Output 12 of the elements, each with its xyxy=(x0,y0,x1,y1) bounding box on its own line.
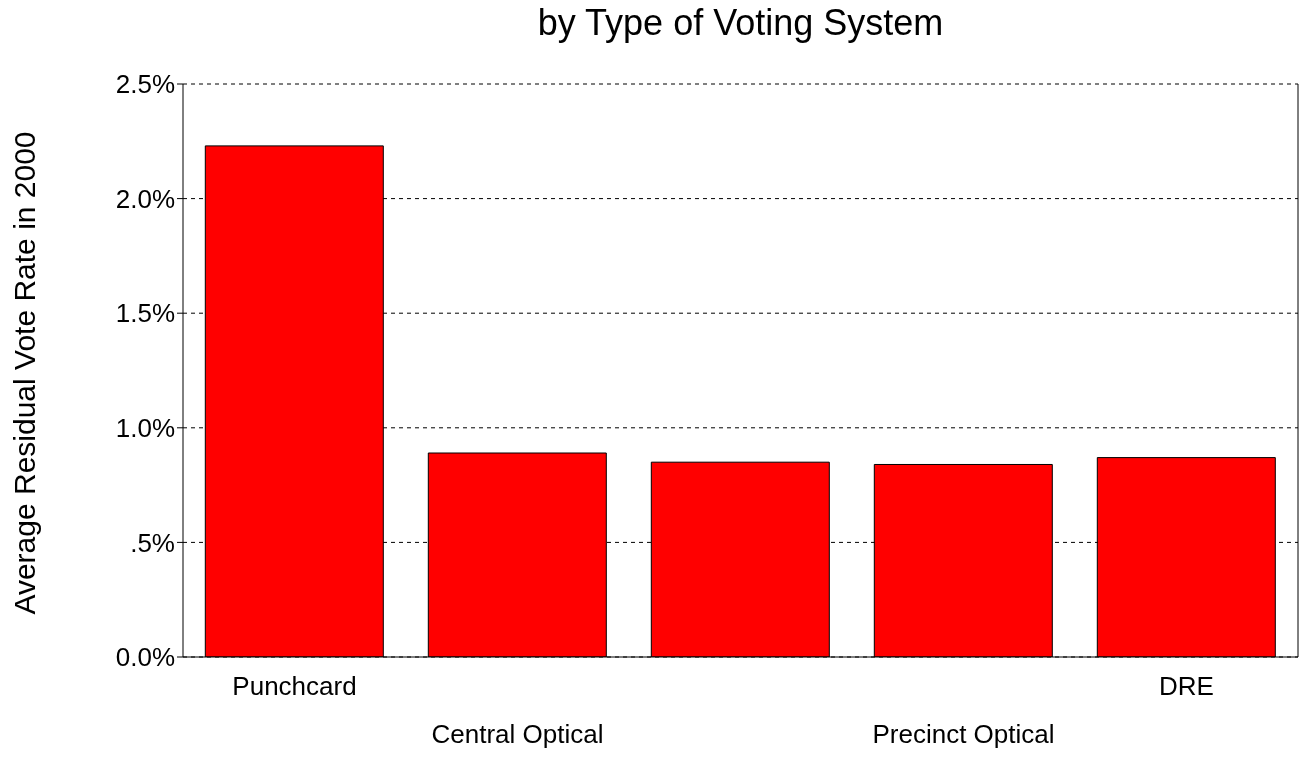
x-tick-label: Central Optical xyxy=(431,719,604,749)
y-tick-label: .5% xyxy=(130,527,175,558)
x-tick-label: DRE xyxy=(1159,671,1214,701)
y-tick-label: 1.0% xyxy=(115,413,175,444)
x-tick-label: Punchcard xyxy=(232,671,357,701)
y-tick-label: 2.0% xyxy=(115,183,175,214)
y-tick-label: 1.5% xyxy=(115,298,175,329)
x-tick-label: Precinct Optical xyxy=(872,719,1055,749)
y-tick-label: 2.5% xyxy=(115,69,175,100)
y-axis-title: Average Residual Vote Rate in 2000 xyxy=(8,131,42,615)
chart-title: by Type of Voting System xyxy=(536,2,945,44)
y-tick-label: 0.0% xyxy=(115,642,175,673)
